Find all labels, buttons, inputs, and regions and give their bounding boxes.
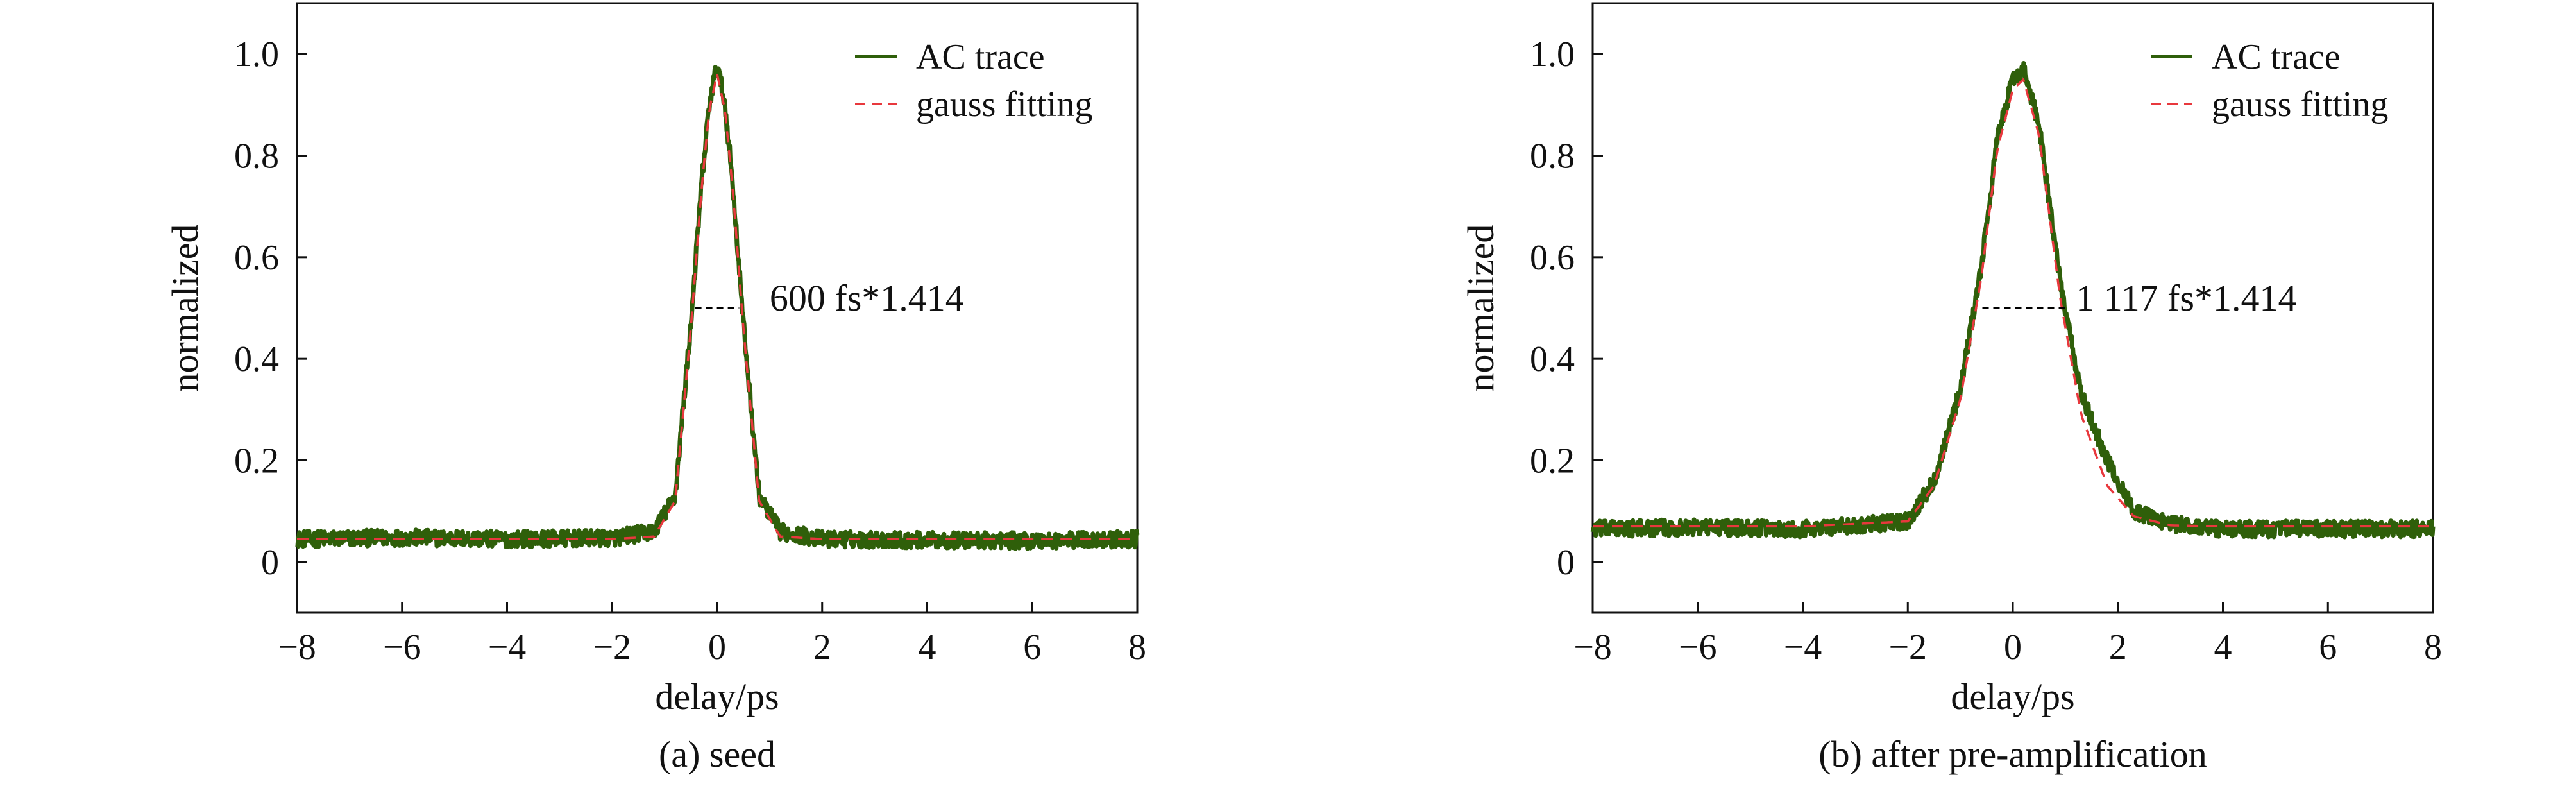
y-tick-label: 0.6: [1530, 238, 1575, 278]
x-tick-label: −4: [488, 628, 527, 667]
series-ac-trace: [295, 65, 1140, 551]
y-tick-label: 0.4: [234, 339, 279, 379]
series-layer: [1590, 61, 2436, 540]
legend-label-gauss-fitting: gauss fitting: [2212, 85, 2388, 124]
y-tick-label: 0.8: [1530, 137, 1575, 176]
series-ac-trace: [1590, 61, 2436, 540]
legend: AC trace gauss fitting: [2151, 37, 2388, 124]
legend-label-ac-trace: AC trace: [2212, 37, 2341, 77]
x-tick-label: 0: [708, 628, 726, 667]
x-tick-label: 4: [919, 628, 936, 667]
x-tick-label: 0: [2004, 628, 2022, 667]
series-layer: [295, 65, 1140, 551]
y-tick-label: 0: [1557, 543, 1575, 583]
series-gauss-fitting: [1593, 77, 2433, 528]
panel-caption: (a) seed: [659, 733, 775, 775]
x-tick-label: 2: [813, 628, 831, 667]
y-tick-label: 0: [261, 543, 279, 583]
x-tick-label: −6: [383, 628, 421, 667]
legend-label-ac-trace: AC trace: [916, 37, 1045, 77]
x-axis-ticks: −8 −6 −4 −2 0 2 4 6 8: [1573, 602, 2442, 667]
x-tick-label: 6: [1023, 628, 1041, 667]
y-tick-label: 0.2: [1530, 441, 1575, 481]
x-tick-label: −2: [593, 628, 631, 667]
chart-panel-b: −8 −6 −4 −2 0 2 4 6 8 00.20.40.60.81.0 delay/ps …: [1460, 2, 2442, 775]
y-tick-label: 0.8: [234, 137, 279, 176]
x-tick-label: 2: [2109, 628, 2127, 667]
y-tick-label: 0.2: [234, 441, 279, 481]
x-tick-label: −2: [1888, 628, 1927, 667]
series-gauss-fitting: [297, 74, 1137, 540]
y-axis-label: normalized: [164, 225, 206, 392]
chart-panel-a: −8 −6 −4 −2 0 2 4 6 8 00.20.40.60.81.0 delay/ps …: [164, 2, 1146, 775]
x-tick-label: −6: [1679, 628, 1717, 667]
legend-label-gauss-fitting: gauss fitting: [916, 85, 1092, 124]
y-tick-label: 1.0: [1530, 35, 1575, 74]
y-axis-ticks: 0 0.2 0.4 0.6 0.8 1.0: [234, 35, 307, 583]
x-tick-label: −8: [1573, 628, 1612, 667]
x-axis-ticks: −8 −6 −4 −2 0 2 4 6 8: [278, 602, 1146, 667]
fwhm-annotation: 1 117 fs*1.414: [2076, 277, 2296, 319]
x-axis-label: delay/ps: [1951, 676, 2074, 717]
fwhm-annotation: 600 fs*1.414: [770, 277, 964, 319]
y-tick-label: 0.6: [234, 238, 279, 278]
legend: AC trace gauss fitting: [855, 37, 1092, 124]
panel-caption: (b) after pre-amplification: [1818, 733, 2207, 775]
x-tick-label: 6: [2319, 628, 2337, 667]
x-tick-label: −4: [1784, 628, 1822, 667]
x-tick-label: 8: [2424, 628, 2442, 667]
y-tick-label: 1.0: [234, 35, 279, 74]
y-axis-label: normalized: [1460, 225, 1502, 392]
x-tick-label: −8: [278, 628, 316, 667]
x-axis-label: delay/ps: [655, 676, 779, 717]
y-tick-label: 0.4: [1530, 339, 1575, 379]
y-axis-ticks: 0 0.2 0.4 0.6 0.8 1.0: [1530, 35, 1603, 583]
x-tick-label: 4: [2214, 628, 2232, 667]
x-tick-label: 8: [1128, 628, 1146, 667]
